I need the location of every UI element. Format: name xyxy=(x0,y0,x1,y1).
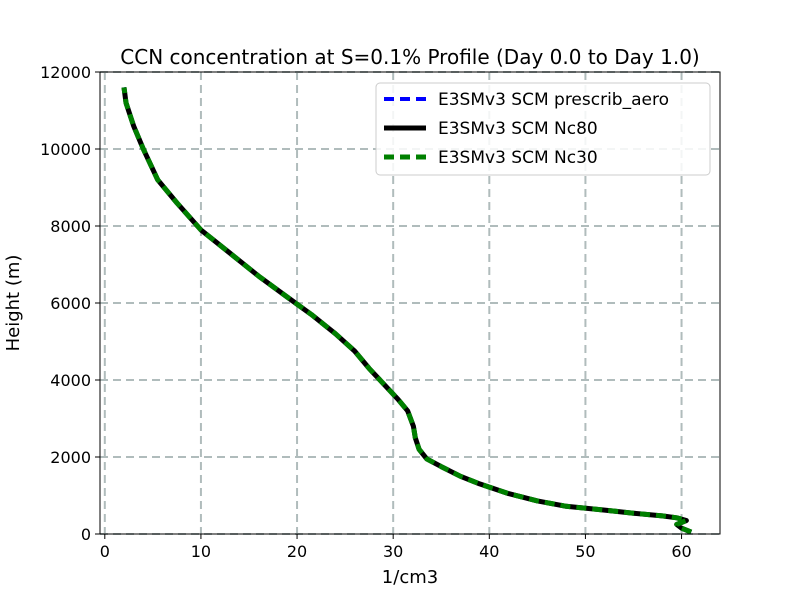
legend-frame xyxy=(375,82,711,176)
legend-label-2: E3SMv3 SCM Nc80 xyxy=(438,119,598,139)
y-tick-label: 0 xyxy=(81,525,91,544)
x-tick-label: 60 xyxy=(671,542,691,561)
y-tick-label: 4000 xyxy=(50,371,91,390)
legend-entries: E3SMv3 SCM prescrib_aero E3SMv3 SCM Nc80 E… xyxy=(384,90,669,168)
y-tick-label: 10000 xyxy=(40,140,91,159)
x-tick-label: 30 xyxy=(383,542,403,561)
x-tick-label: 10 xyxy=(191,542,211,561)
y-tick-label: 8000 xyxy=(50,217,91,236)
chart-title: CCN concentration at S=0.1% Profile (Day… xyxy=(120,45,699,69)
legend-label-1: E3SMv3 SCM prescrib_aero xyxy=(438,90,669,110)
series-layer xyxy=(121,87,693,535)
x-tick-label: 0 xyxy=(100,542,110,561)
y-tick-label: 2000 xyxy=(50,448,91,467)
grid-layer xyxy=(100,71,720,535)
series-line-3 xyxy=(121,87,693,535)
legend: E3SMv3 SCM prescrib_aero E3SMv3 SCM Nc80 E… xyxy=(375,82,711,176)
x-axis-label: 1/cm3 xyxy=(382,567,438,588)
y-axis-label: Height (m) xyxy=(3,255,24,352)
y-tick-label: 6000 xyxy=(50,294,91,313)
x-tick-label: 50 xyxy=(575,542,595,561)
x-axis: 0 10 20 30 40 50 60 xyxy=(100,534,692,561)
y-tick-label: 12000 xyxy=(40,63,91,82)
y-axis: 0 2000 4000 6000 8000 10000 12000 xyxy=(40,63,100,544)
x-tick-label: 20 xyxy=(287,542,307,561)
x-tick-label: 40 xyxy=(479,542,499,561)
legend-label-3: E3SMv3 SCM Nc30 xyxy=(438,148,598,168)
